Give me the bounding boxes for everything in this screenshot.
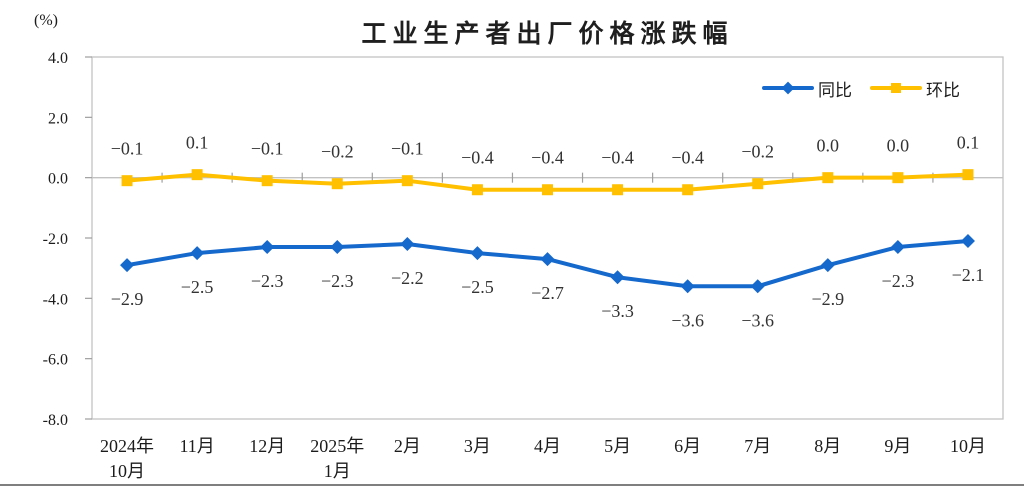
data-label: −0.4 <box>601 148 634 168</box>
data-label: −0.4 <box>461 148 494 168</box>
x-axis-label: 8月 <box>814 436 841 456</box>
y-axis-tick-label: 2.0 <box>48 110 68 127</box>
x-axis-label: 11月 <box>179 436 214 456</box>
square-marker <box>261 175 273 187</box>
data-label: −0.4 <box>531 148 564 168</box>
data-label: −2.9 <box>111 289 144 309</box>
x-axis-label: 5月 <box>604 436 631 456</box>
x-axis-label: 3月 <box>464 436 491 456</box>
data-label: −2.3 <box>882 271 915 291</box>
data-label: −0.1 <box>111 139 144 159</box>
mom-legend-swatch <box>870 82 922 94</box>
square-marker <box>542 184 553 196</box>
data-label: −2.9 <box>811 289 844 309</box>
data-label: −0.2 <box>741 142 774 162</box>
data-label: −2.3 <box>321 271 354 291</box>
y-axis-tick-label: -2.0 <box>43 231 68 248</box>
square-marker-icon <box>891 83 901 93</box>
x-axis-label: 12月 <box>249 436 285 456</box>
diamond-marker <box>470 246 485 261</box>
diamond-marker <box>890 240 905 255</box>
diamond-marker <box>400 237 415 252</box>
square-marker <box>401 175 413 187</box>
data-label: −2.3 <box>251 271 284 291</box>
x-axis-label: 9月 <box>884 436 911 456</box>
x-axis-label: 7月 <box>744 436 771 456</box>
data-label: −0.1 <box>251 139 284 159</box>
data-label: 0.1 <box>957 133 980 153</box>
square-marker <box>612 184 624 196</box>
x-axis-label: 2024年 <box>100 436 154 456</box>
diamond-marker <box>540 252 555 267</box>
data-label: −3.6 <box>671 310 704 330</box>
diamond-marker <box>680 279 695 294</box>
data-label: −3.6 <box>741 310 774 330</box>
diamond-marker <box>260 240 275 255</box>
y-axis-tick-label: 4.0 <box>48 50 68 67</box>
data-label: 0.0 <box>887 136 910 156</box>
diamond-marker <box>820 258 835 273</box>
x-axis-label: 6月 <box>674 436 701 456</box>
data-label: 0.0 <box>817 136 840 156</box>
square-marker <box>121 175 133 187</box>
legend-item-yoy: 同比 <box>762 76 852 100</box>
x-axis-label: 2月 <box>394 436 421 456</box>
diamond-marker <box>960 234 975 249</box>
data-label: 0.1 <box>186 133 209 153</box>
square-marker <box>822 172 834 184</box>
data-label: −2.5 <box>181 277 214 297</box>
data-label: −2.2 <box>391 268 424 288</box>
square-marker <box>752 178 764 190</box>
y-axis-tick-label: -4.0 <box>43 291 68 308</box>
data-label: −2.1 <box>952 265 985 285</box>
bottom-divider-line <box>0 484 1024 486</box>
yoy-legend-swatch <box>762 81 814 95</box>
data-label: −2.5 <box>461 277 494 297</box>
square-marker <box>191 169 203 181</box>
legend: 同比 环比 <box>762 76 960 100</box>
data-label: −0.1 <box>391 139 424 159</box>
x-axis-label: 10月 <box>950 436 986 456</box>
diamond-marker <box>330 240 345 255</box>
legend-item-mom: 环比 <box>870 76 960 100</box>
diamond-marker <box>610 270 625 285</box>
legend-label-yoy: 同比 <box>818 80 852 100</box>
data-label: −0.2 <box>321 142 354 162</box>
legend-label-mom: 环比 <box>926 80 960 100</box>
square-marker <box>331 178 343 190</box>
square-marker <box>962 169 974 181</box>
x-axis-label: 4月 <box>534 436 561 456</box>
square-marker <box>682 184 694 196</box>
data-label: −2.7 <box>531 283 564 303</box>
plot-border <box>91 56 1004 420</box>
y-axis-unit-label: (%) <box>34 12 58 29</box>
y-axis-tick-label: 0.0 <box>48 171 68 188</box>
diamond-marker <box>190 246 205 261</box>
chart-title: 工业生产者出厂价格涨跌幅 <box>361 20 734 48</box>
x-axis-label: 2025年 <box>310 436 364 456</box>
square-marker <box>892 172 904 184</box>
data-label: −0.4 <box>671 148 704 168</box>
data-label: −3.3 <box>601 301 634 321</box>
diamond-marker <box>120 258 135 273</box>
y-axis-tick-label: -6.0 <box>43 352 68 369</box>
x-axis-label: 1月 <box>324 461 351 481</box>
diamond-marker <box>750 279 765 294</box>
square-marker <box>471 184 483 196</box>
y-axis-tick-label: -8.0 <box>43 412 68 429</box>
x-axis-label: 10月 <box>109 461 145 481</box>
